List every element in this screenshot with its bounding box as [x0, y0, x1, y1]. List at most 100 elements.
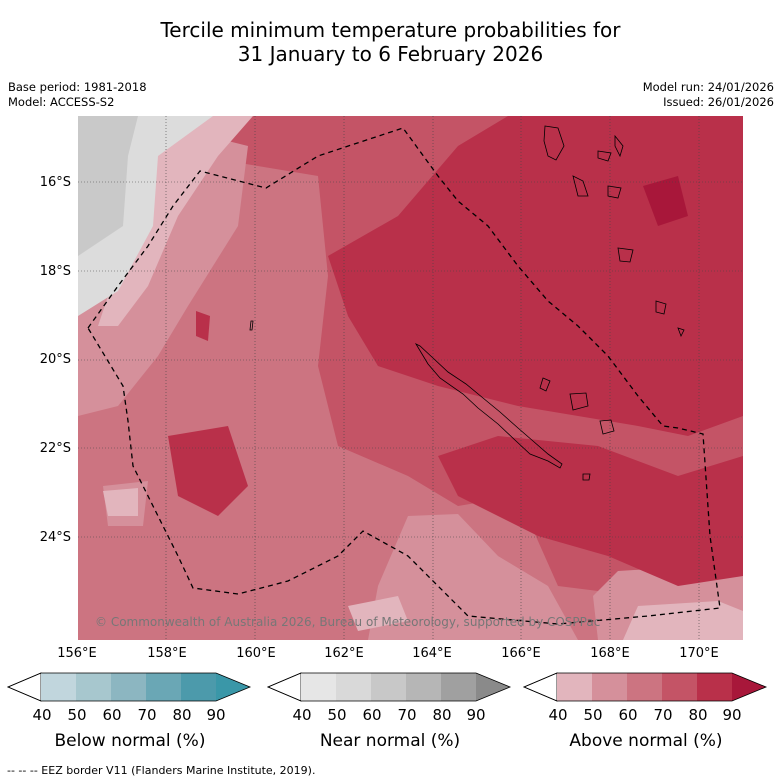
tick-below-60: 60 [102, 706, 122, 724]
vanuatu-small-1 [597, 150, 612, 162]
region-above-40-northwest [98, 116, 253, 326]
graticule [78, 116, 743, 640]
legend-title-above: Above normal (%) [569, 731, 723, 751]
tick-below-90: 90 [206, 706, 226, 724]
colorbar-above [522, 672, 768, 702]
region-above-40-southeast [623, 601, 743, 640]
tick-above-90: 90 [722, 706, 742, 724]
tick-below-40: 40 [32, 706, 52, 724]
tick-above-40: 40 [548, 706, 568, 724]
region-above-80-central [328, 116, 743, 436]
lon-label-162e: 162°E [324, 646, 364, 661]
coastlines [249, 125, 685, 481]
colorbar-near [266, 672, 512, 702]
meta-right: Model run: 24/01/2026 Issued: 26/01/2026 [643, 80, 774, 110]
tick-near-40: 40 [292, 706, 312, 724]
loyalty-islands-ouvea [539, 377, 551, 392]
lon-label-158e: 158°E [147, 646, 187, 661]
title-line-2: 31 January to 6 February 2026 [237, 42, 544, 66]
colorbar-near-swatch-4 [406, 673, 441, 701]
map-canvas [78, 116, 743, 640]
vanuatu-erromango [617, 247, 634, 263]
loyalty-islands-lifou [569, 392, 589, 411]
tick-below-50: 50 [67, 706, 87, 724]
title-line-1: Tercile minimum temperature probabilitie… [160, 18, 621, 42]
legend-near-normal [266, 672, 513, 706]
legend-title-near: Near normal (%) [319, 731, 461, 751]
chesterfield-islet [249, 320, 254, 331]
lon-label-160e: 160°E [236, 646, 276, 661]
region-above-90-northeast [643, 176, 688, 226]
lat-label-16s: 16°S [39, 175, 71, 190]
copyright-notice: © Commonwealth of Australia 2026, Bureau… [95, 615, 601, 629]
lat-label-18s: 18°S [39, 264, 71, 279]
colorbar-below [6, 672, 252, 702]
model-run: Model run: 24/01/2026 [642, 80, 774, 94]
colorbar-below-swatch-4 [146, 673, 181, 701]
lon-label-170e: 170°E [679, 646, 719, 661]
vanuatu-aneityum [677, 327, 685, 337]
legend-above-normal [522, 672, 769, 706]
lon-label-166e: 166°E [501, 646, 541, 661]
lat-label-24s: 24°S [39, 530, 71, 545]
colorbar-below-swatch-3 [111, 673, 146, 701]
eez-border [87, 127, 721, 625]
colorbar-near-swatch-2 [336, 673, 371, 701]
region-above-80-west [168, 426, 248, 516]
tick-near-70: 70 [397, 706, 417, 724]
region-above-60-west [78, 161, 743, 640]
legend-below-normal [6, 672, 253, 706]
lat-label-22s: 22°S [39, 441, 71, 456]
region-above-40-south [348, 596, 408, 631]
issued-date: Issued: 26/01/2026 [663, 95, 774, 109]
colorbar-above-swatch-5 [697, 673, 732, 701]
tick-below-80: 80 [172, 706, 192, 724]
tick-near-60: 60 [362, 706, 382, 724]
tick-above-50: 50 [583, 706, 603, 724]
loyalty-islands-mare [599, 419, 615, 435]
lon-label-156e: 156°E [57, 646, 97, 661]
tick-above-70: 70 [653, 706, 673, 724]
model-name: Model: ACCESS-S2 [8, 95, 115, 109]
vanuatu-espiritu-santo [543, 125, 565, 161]
probability-map: © Commonwealth of Australia 2026, Bureau… [78, 116, 743, 640]
eez-footnote: -- -- -- EEZ border V11 (Flanders Marine… [7, 764, 316, 777]
colorbar-above-swatch-1 [557, 673, 592, 701]
new-caledonia-grande-terre [414, 343, 563, 469]
vanuatu-small-2 [614, 134, 624, 158]
colorbar-below-swatch-1 [41, 673, 76, 701]
colorbar-above-swatch-6 [732, 673, 766, 701]
base-period: Base period: 1981-2018 [8, 80, 147, 94]
colorbar-below-swatch-2 [76, 673, 111, 701]
legend-title-below: Below normal (%) [54, 731, 206, 751]
colorbar-near-swatch-1 [301, 673, 336, 701]
vanuatu-malekula [572, 175, 589, 197]
colorbar-near-swatch-5 [441, 673, 476, 701]
tick-near-50: 50 [327, 706, 347, 724]
tick-above-80: 80 [688, 706, 708, 724]
tick-near-90: 90 [466, 706, 486, 724]
lat-label-20s: 20°S [39, 352, 71, 367]
colorbar-above-swatch-2 [592, 673, 627, 701]
region-near-normal-50 [78, 116, 138, 256]
tick-above-60: 60 [618, 706, 638, 724]
isle-of-pines [582, 473, 591, 481]
region-above-80-south [438, 436, 743, 586]
region-above-40-west [103, 488, 138, 516]
region-above-50-south [368, 514, 578, 640]
lon-label-164e: 164°E [412, 646, 452, 661]
colorbar-near-swatch-6 [476, 673, 510, 701]
vanuatu-efate [607, 185, 622, 199]
colorbar-above-swatch-3 [627, 673, 662, 701]
colorbar-above-swatch-4 [662, 673, 697, 701]
lon-label-168e: 168°E [590, 646, 630, 661]
tick-near-80: 80 [432, 706, 452, 724]
chart-title: Tercile minimum temperature probabilitie… [0, 18, 781, 66]
colorbar-near-swatch-3 [371, 673, 406, 701]
vanuatu-tanna [655, 300, 667, 315]
colorbar-below-swatch-6 [216, 673, 250, 701]
meta-left: Base period: 1981-2018 Model: ACCESS-S2 [8, 80, 147, 110]
tick-below-70: 70 [137, 706, 157, 724]
region-above-80-spot [196, 311, 210, 341]
colorbar-below-swatch-5 [181, 673, 216, 701]
